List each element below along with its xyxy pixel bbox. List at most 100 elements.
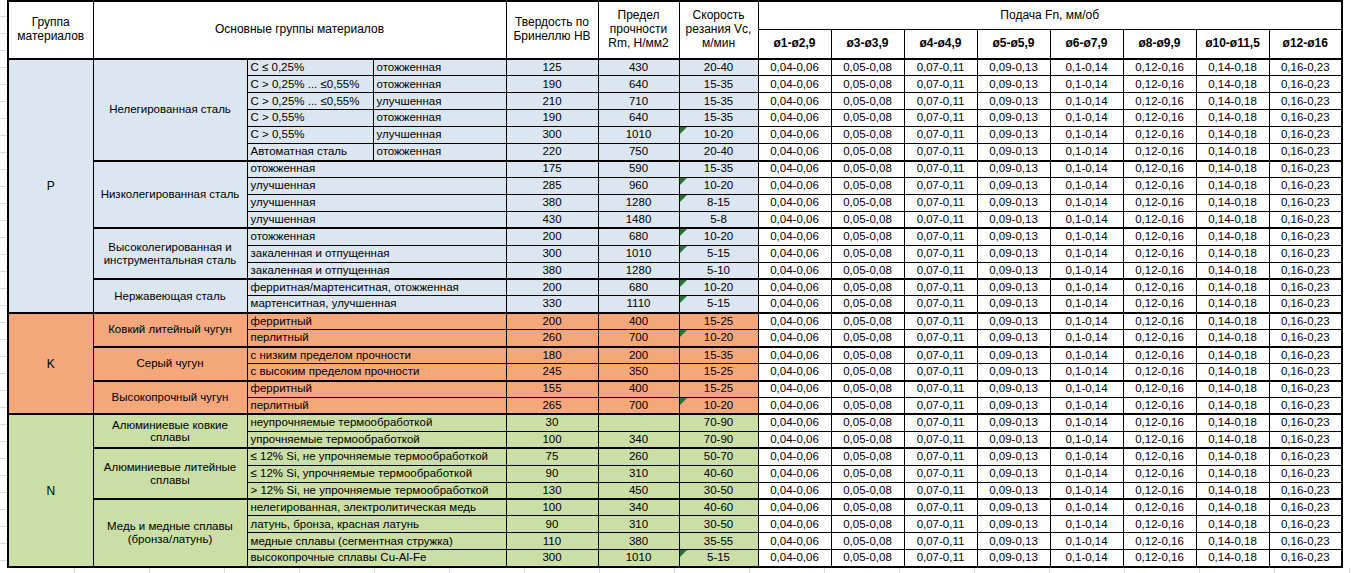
cell-feed-fn-1[interactable]: 0,04-0,06 (758, 448, 831, 465)
cell-feed-fn-1[interactable]: 0,04-0,06 (758, 211, 831, 228)
cell-feed-fn-7[interactable]: 0,14-0,18 (1196, 347, 1269, 364)
cell-feed-fn-1[interactable]: 0,04-0,06 (758, 279, 831, 296)
cell-feed-fn-4[interactable]: 0,09-0,13 (977, 262, 1050, 279)
cell-feed-fn-2[interactable]: 0,05-0,08 (831, 313, 904, 330)
cell-feed-fn-4[interactable]: 0,09-0,13 (977, 364, 1050, 381)
cell-feed-fn-2[interactable]: 0,05-0,08 (831, 364, 904, 381)
cell-feed-fn-8[interactable]: 0,16-0,23 (1269, 448, 1342, 465)
cell-feed-fn-6[interactable]: 0,12-0,16 (1123, 110, 1196, 127)
cell-feed-fn-4[interactable]: 0,09-0,13 (977, 550, 1050, 567)
cell-feed-fn-6[interactable]: 0,12-0,16 (1123, 550, 1196, 567)
cell-feed-fn-6[interactable]: 0,12-0,16 (1123, 347, 1196, 364)
cell-feed-fn-4[interactable]: 0,09-0,13 (977, 347, 1050, 364)
cell-feed-fn-1[interactable]: 0,04-0,06 (758, 550, 831, 567)
cell-feed-fn-4[interactable]: 0,09-0,13 (977, 533, 1050, 550)
cell-feed-fn-6[interactable]: 0,12-0,16 (1123, 177, 1196, 194)
cell-feed-fn-2[interactable]: 0,05-0,08 (831, 516, 904, 533)
cell-feed-fn-7[interactable]: 0,14-0,18 (1196, 194, 1269, 211)
cell-feed-fn-2[interactable]: 0,05-0,08 (831, 161, 904, 178)
cell-feed-fn-5[interactable]: 0,1-0,14 (1050, 127, 1123, 144)
cell-feed-fn-1[interactable]: 0,04-0,06 (758, 330, 831, 347)
header-feed-d5[interactable]: ø6-ø7,9 (1050, 30, 1123, 60)
cell-cutting-speed-vc[interactable]: 30-50 (679, 516, 758, 533)
cell-feed-fn-3[interactable]: 0,07-0,11 (904, 296, 977, 313)
cell-strength-rm[interactable]: 1480 (598, 211, 679, 228)
cell-feed-fn-1[interactable]: 0,04-0,06 (758, 397, 831, 414)
cell-feed-fn-4[interactable]: 0,09-0,13 (977, 177, 1050, 194)
cell-strength-rm[interactable]: 1010 (598, 550, 679, 567)
cell-feed-fn-1[interactable]: 0,04-0,06 (758, 431, 831, 448)
cell-feed-fn-4[interactable]: 0,09-0,13 (977, 279, 1050, 296)
cell-feed-fn-6[interactable]: 0,12-0,16 (1123, 211, 1196, 228)
cell-feed-fn-5[interactable]: 0,1-0,14 (1050, 414, 1123, 431)
cell-feed-fn-6[interactable]: 0,12-0,16 (1123, 414, 1196, 431)
cell-feed-fn-3[interactable]: 0,07-0,11 (904, 279, 977, 296)
cell-feed-fn-7[interactable]: 0,14-0,18 (1196, 144, 1269, 161)
cell-feed-fn-2[interactable]: 0,05-0,08 (831, 482, 904, 499)
cell-feed-fn-1[interactable]: 0,04-0,06 (758, 499, 831, 516)
cell-feed-fn-5[interactable]: 0,1-0,14 (1050, 211, 1123, 228)
cell-hardness-hb[interactable]: 200 (506, 228, 598, 245)
cell-feed-fn-4[interactable]: 0,09-0,13 (977, 127, 1050, 144)
cell-cutting-speed-vc[interactable]: 35-55 (679, 533, 758, 550)
cell-cutting-speed-vc[interactable]: 5-15 (679, 550, 758, 567)
cell-feed-fn-4[interactable]: 0,09-0,13 (977, 161, 1050, 178)
cell-material-spec[interactable]: C > 0,55% (247, 127, 373, 144)
cell-feed-fn-2[interactable]: 0,05-0,08 (831, 397, 904, 414)
cell-hardness-hb[interactable]: 155 (506, 381, 598, 398)
cell-material-spec[interactable]: с низким пределом прочности (247, 347, 506, 364)
cell-feed-fn-4[interactable]: 0,09-0,13 (977, 313, 1050, 330)
cell-cutting-speed-vc[interactable]: 15-25 (679, 381, 758, 398)
cell-cutting-speed-vc[interactable]: 5-15 (679, 245, 758, 262)
cell-feed-fn-7[interactable]: 0,14-0,18 (1196, 59, 1269, 76)
cell-feed-fn-2[interactable]: 0,05-0,08 (831, 262, 904, 279)
cell-feed-fn-2[interactable]: 0,05-0,08 (831, 533, 904, 550)
cell-strength-rm[interactable]: 1280 (598, 262, 679, 279)
cell-cutting-speed-vc[interactable]: 20-40 (679, 144, 758, 161)
cell-feed-fn-3[interactable]: 0,07-0,11 (904, 516, 977, 533)
cell-feed-fn-6[interactable]: 0,12-0,16 (1123, 313, 1196, 330)
cell-feed-fn-8[interactable]: 0,16-0,23 (1269, 245, 1342, 262)
header-feed-d6[interactable]: ø8-ø9,9 (1123, 30, 1196, 60)
cell-feed-fn-5[interactable]: 0,1-0,14 (1050, 161, 1123, 178)
cell-feed-fn-1[interactable]: 0,04-0,06 (758, 59, 831, 76)
cell-material-spec[interactable]: закаленная и отпущенная (247, 245, 506, 262)
cell-feed-fn-3[interactable]: 0,07-0,11 (904, 465, 977, 482)
cell-hardness-hb[interactable]: 300 (506, 127, 598, 144)
cell-feed-fn-5[interactable]: 0,1-0,14 (1050, 499, 1123, 516)
cell-cutting-speed-vc[interactable]: 15-35 (679, 110, 758, 127)
cell-feed-fn-3[interactable]: 0,07-0,11 (904, 211, 977, 228)
cell-material-spec[interactable]: улучшенная (247, 177, 506, 194)
cell-feed-fn-6[interactable]: 0,12-0,16 (1123, 93, 1196, 110)
cell-cutting-speed-vc[interactable]: 20-40 (679, 59, 758, 76)
cell-strength-rm[interactable]: 310 (598, 465, 679, 482)
cell-feed-fn-1[interactable]: 0,04-0,06 (758, 144, 831, 161)
cell-feed-fn-5[interactable]: 0,1-0,14 (1050, 110, 1123, 127)
cell-feed-fn-3[interactable]: 0,07-0,11 (904, 177, 977, 194)
cell-feed-fn-4[interactable]: 0,09-0,13 (977, 76, 1050, 93)
cell-feed-fn-1[interactable]: 0,04-0,06 (758, 228, 831, 245)
cell-strength-rm[interactable]: 590 (598, 161, 679, 178)
cell-material-family[interactable]: Низколегированная сталь (93, 161, 247, 229)
cell-feed-fn-5[interactable]: 0,1-0,14 (1050, 448, 1123, 465)
cell-feed-fn-3[interactable]: 0,07-0,11 (904, 228, 977, 245)
cell-feed-fn-8[interactable]: 0,16-0,23 (1269, 364, 1342, 381)
cell-cutting-speed-vc[interactable]: 15-25 (679, 313, 758, 330)
cell-feed-fn-6[interactable]: 0,12-0,16 (1123, 499, 1196, 516)
cell-feed-fn-1[interactable]: 0,04-0,06 (758, 414, 831, 431)
cell-material-spec[interactable]: ≤ 12% Si, упрочняемые термообработкой (247, 465, 506, 482)
cell-feed-fn-1[interactable]: 0,04-0,06 (758, 127, 831, 144)
cell-feed-fn-7[interactable]: 0,14-0,18 (1196, 431, 1269, 448)
cell-feed-fn-1[interactable]: 0,04-0,06 (758, 381, 831, 398)
cell-strength-rm[interactable]: 400 (598, 313, 679, 330)
cell-feed-fn-7[interactable]: 0,14-0,18 (1196, 448, 1269, 465)
cell-feed-fn-4[interactable]: 0,09-0,13 (977, 448, 1050, 465)
cell-feed-fn-3[interactable]: 0,07-0,11 (904, 347, 977, 364)
cell-material-condition[interactable]: отожженная (373, 110, 506, 127)
cell-hardness-hb[interactable]: 220 (506, 144, 598, 161)
cell-feed-fn-7[interactable]: 0,14-0,18 (1196, 93, 1269, 110)
cell-cutting-speed-vc[interactable]: 70-90 (679, 414, 758, 431)
cell-material-family[interactable]: Ковкий литейный чугун (93, 313, 247, 347)
cell-feed-fn-8[interactable]: 0,16-0,23 (1269, 93, 1342, 110)
cell-hardness-hb[interactable]: 300 (506, 550, 598, 567)
